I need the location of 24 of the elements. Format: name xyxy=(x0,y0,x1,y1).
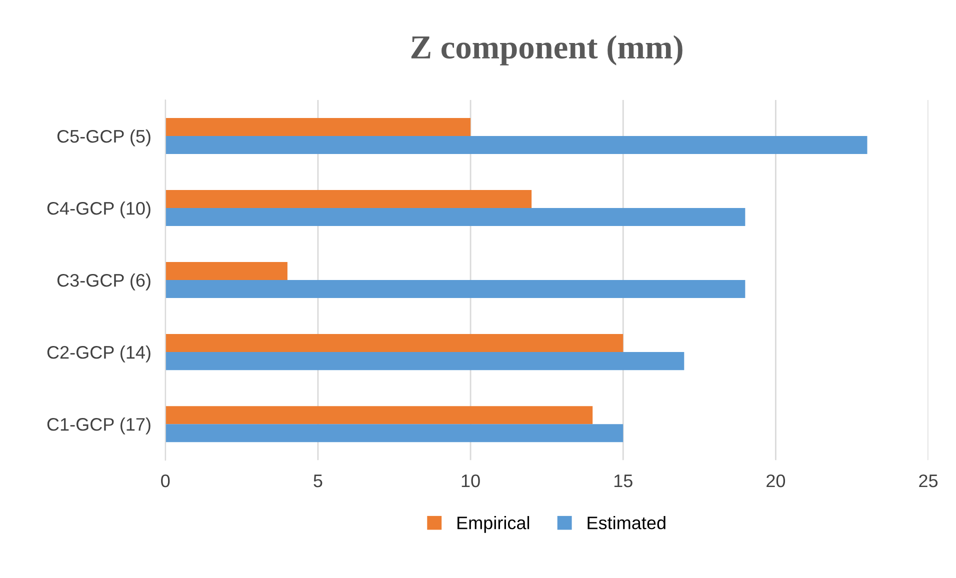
bar xyxy=(165,424,624,442)
x-tick-label: 25 xyxy=(919,474,938,488)
y-tick-label: C3-GCP (6) xyxy=(57,274,150,290)
x-tick-label: 20 xyxy=(766,474,786,488)
y-tick-label: C5-GCP (5) xyxy=(57,129,150,146)
x-tick-label: 5 xyxy=(314,474,322,488)
y-tick-label: C4-GCP (10) xyxy=(47,201,150,218)
bar xyxy=(165,262,288,280)
bar xyxy=(165,208,746,226)
y-tick-label: C2-GCP (14) xyxy=(47,346,150,362)
legend-label: Estimated xyxy=(588,516,666,530)
bar xyxy=(165,352,684,370)
bar xyxy=(165,280,746,298)
x-tick-label: 10 xyxy=(462,474,480,488)
bar xyxy=(165,190,532,208)
x-tick-label: 15 xyxy=(614,474,632,488)
bar xyxy=(165,334,624,352)
chart-title: Z component (mm) xyxy=(411,35,682,66)
bar xyxy=(165,136,868,154)
y-tick-label: C1-GCP (17) xyxy=(47,418,150,434)
bar xyxy=(165,406,593,424)
x-tick-label: 0 xyxy=(161,474,170,488)
legend-label: Empirical xyxy=(458,516,530,533)
bar xyxy=(165,118,471,136)
